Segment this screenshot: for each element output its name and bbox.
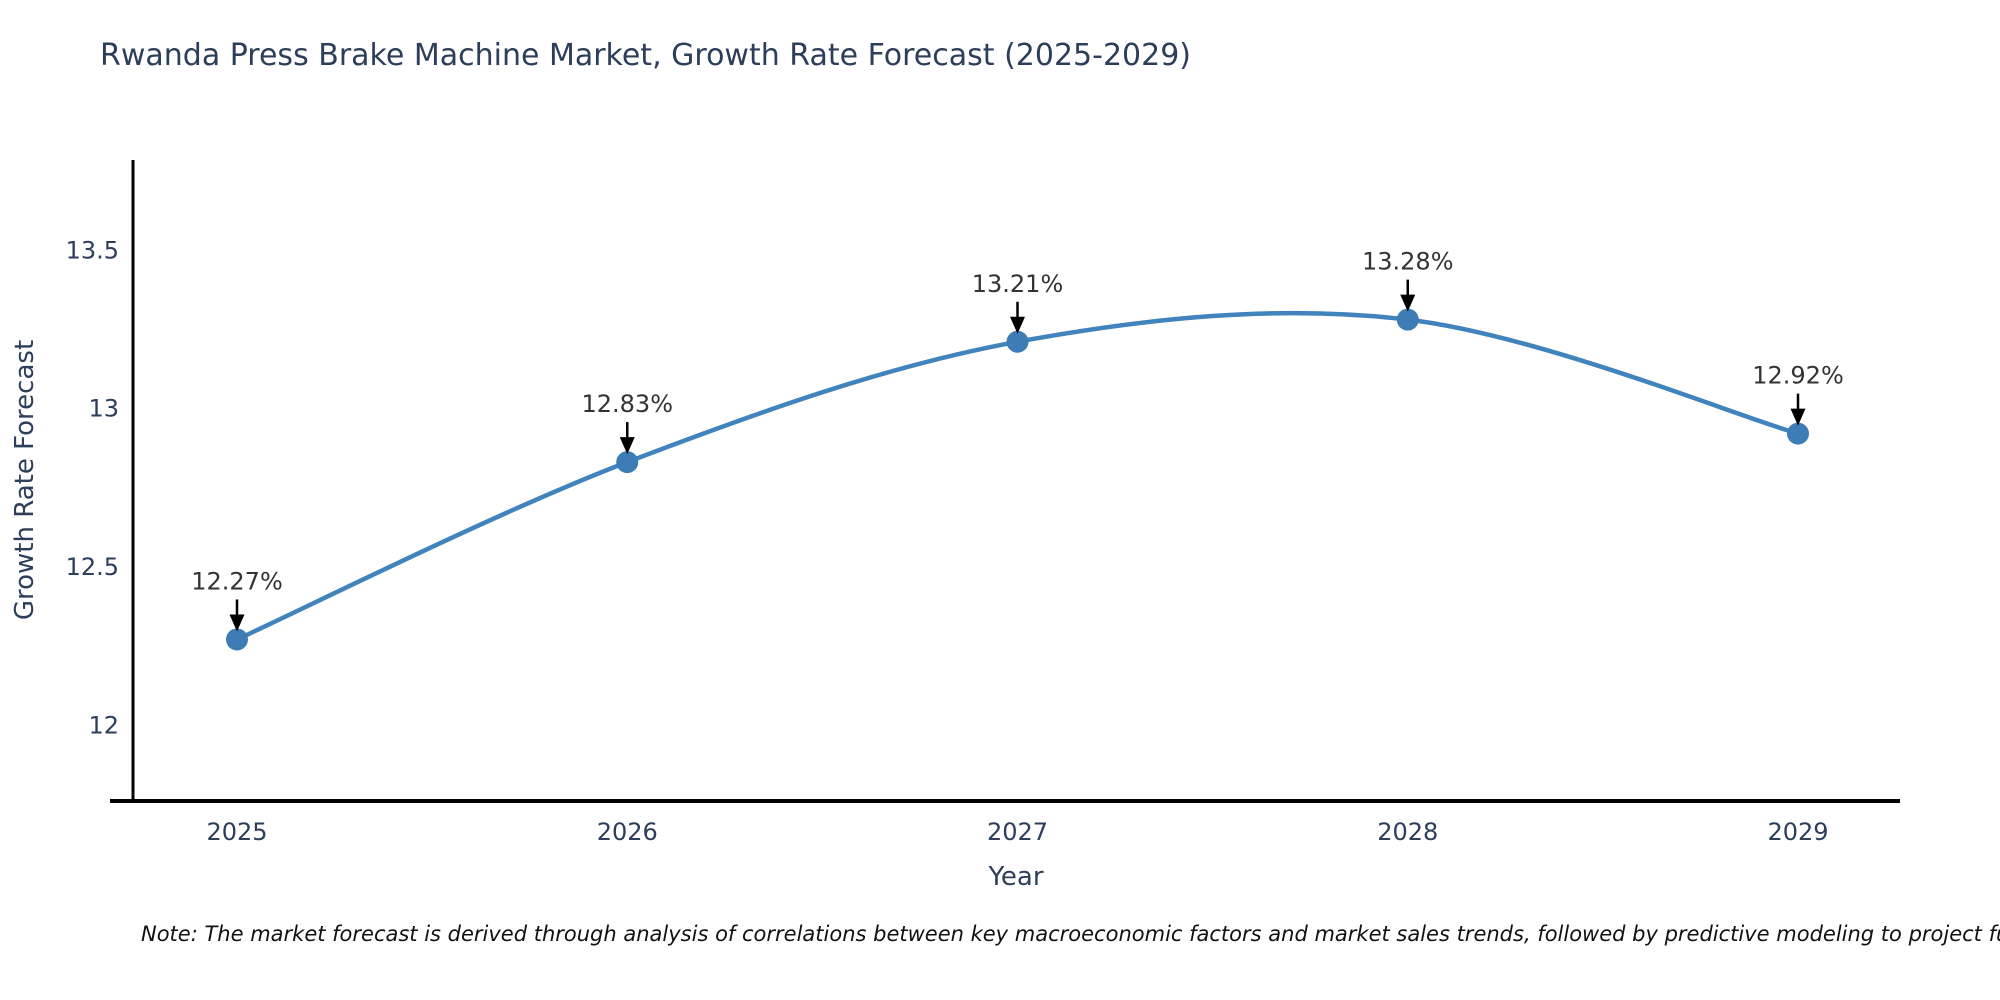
annotation-arrowhead (1010, 316, 1025, 334)
data-point-label: 13.21% (972, 270, 1064, 298)
data-point-label: 12.27% (191, 567, 283, 595)
annotation-arrowhead (229, 614, 245, 632)
data-point-marker (616, 451, 639, 474)
data-point-marker (1006, 330, 1029, 353)
y-tick-label: 13 (88, 395, 119, 423)
x-axis-spine (110, 799, 1900, 803)
x-tick-label: 2025 (206, 818, 267, 846)
trend-line (234, 310, 1801, 642)
y-tick-label: 12.5 (66, 553, 119, 581)
y-axis-spine (131, 160, 135, 803)
data-point-marker (226, 628, 248, 651)
data-point-marker (1396, 308, 1419, 331)
annotation-arrowhead (1790, 408, 1806, 426)
x-tick-label: 2026 (597, 818, 658, 846)
x-tick-label: 2028 (1377, 818, 1438, 846)
annotation-arrowhead (619, 437, 635, 455)
x-tick-label: 2029 (1767, 818, 1828, 846)
x-axis-title: Year (988, 862, 1044, 892)
x-tick-label: 2027 (987, 818, 1048, 846)
chart-title: Rwanda Press Brake Machine Market, Growt… (100, 38, 1192, 73)
footnote: Note: The market forecast is derived thr… (141, 922, 2000, 946)
data-point-label: 13.28% (1362, 248, 1454, 276)
annotation-arrowhead (1400, 294, 1416, 312)
y-tick-label: 13.5 (66, 236, 119, 264)
y-tick-label: 12 (88, 711, 119, 739)
data-point-label: 12.83% (581, 390, 673, 418)
data-point-marker (1787, 422, 1809, 445)
data-point-label: 12.92% (1752, 362, 1844, 390)
